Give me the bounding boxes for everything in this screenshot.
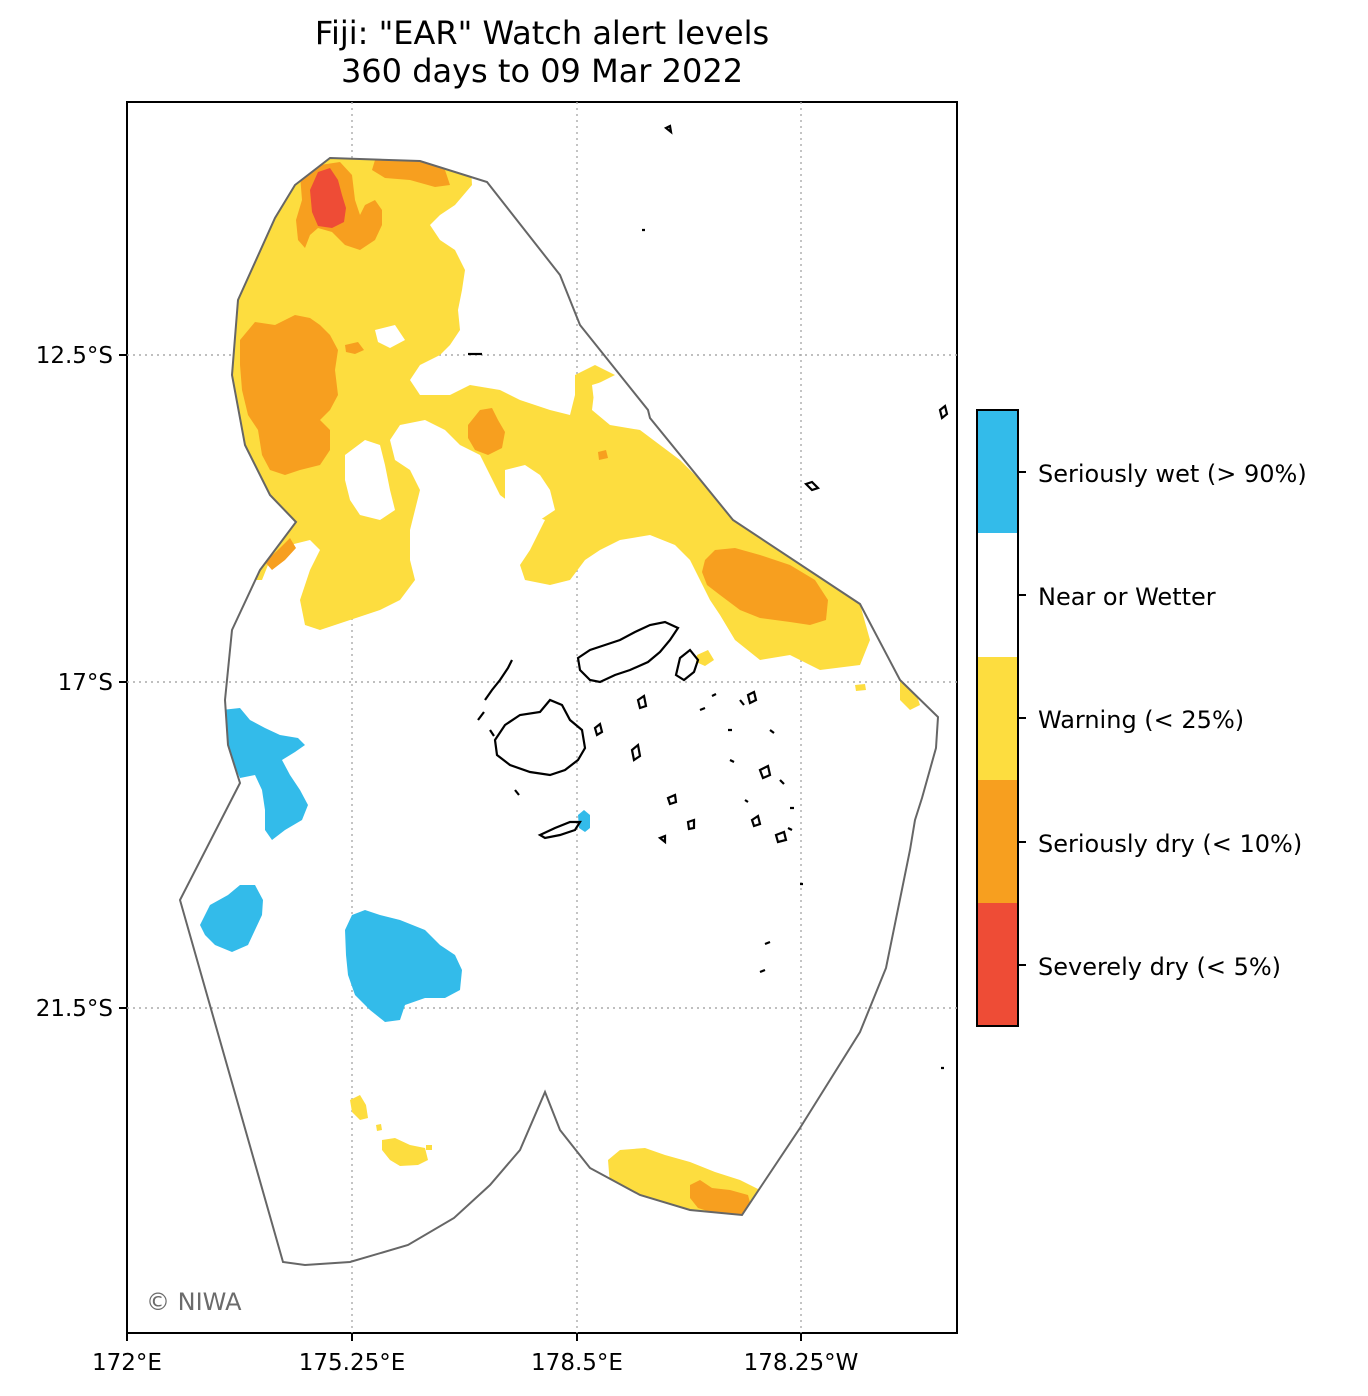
island-ceva-1 [764, 940, 771, 946]
island-ovalau [593, 722, 604, 737]
island-koro [636, 694, 648, 710]
legend-swatch-seriously-dry [977, 780, 1018, 903]
niwa-credit: © NIWA [146, 1288, 242, 1316]
x-tick-label-172e: 172°E [92, 1350, 162, 1376]
y-tick-label-21-5s: 21.5°S [36, 996, 113, 1022]
island-lau-1 [746, 690, 758, 705]
seriously-dry-region-spot [598, 450, 608, 460]
alert-level-fields [200, 158, 920, 1230]
y-tick-label-12-5s: 12.5°S [36, 343, 113, 369]
near-normal-hole-2 [505, 465, 555, 520]
island-viti-levu [493, 698, 587, 777]
warning-region-south-2 [382, 1138, 428, 1166]
island-lau-2 [758, 764, 772, 780]
island-taveuni [674, 648, 700, 682]
island-north-1 [803, 480, 821, 492]
warning-region-south-4 [426, 1145, 432, 1150]
island-kadavu [537, 820, 582, 840]
legend-label-severely-dry: Severely dry (< 5%) [1038, 953, 1281, 981]
seriously-dry-region-west-edge [265, 538, 296, 570]
warning-spot-central [696, 650, 714, 666]
seriously-wet-region-south [345, 910, 462, 1022]
seriously-dry-region-west [240, 315, 338, 475]
warning-spot-east-small [855, 684, 866, 691]
y-tick-label-17s: 17°S [58, 670, 113, 696]
legend-label-seriously-dry: Seriously dry (< 10%) [1038, 830, 1302, 858]
near-normal-hole-1 [345, 440, 395, 520]
tick-marks [119, 354, 802, 1341]
legend-label-seriously-wet: Seriously wet (> 90%) [1038, 460, 1307, 488]
seriously-wet-spot-fiji [578, 810, 590, 832]
legend-swatch-seriously-wet [977, 410, 1018, 533]
island-coastlines [468, 124, 949, 1070]
seriously-dry-region-west-small [345, 342, 364, 354]
legend-swatch-severely-dry [977, 903, 1018, 1026]
island-gau [630, 742, 642, 762]
x-tick-label-178-5e: 178.5°E [531, 1350, 623, 1376]
island-east-1 [642, 228, 944, 1070]
island-ceva-2 [759, 968, 766, 974]
island-lau-3 [666, 793, 678, 806]
island-north-3 [663, 124, 673, 135]
island-lau-6 [686, 818, 696, 831]
warning-region-south-1 [350, 1095, 368, 1120]
warning-spot-east [900, 680, 920, 710]
seriously-dry-region-southeast [690, 1180, 752, 1220]
seriously-wet-region-southwest [200, 885, 263, 952]
island-south-1 [657, 834, 667, 845]
legend-swatch-warning [977, 657, 1018, 780]
seriously-wet-region-west [222, 708, 308, 840]
near-normal-hole-5 [592, 378, 650, 430]
severely-dry-region [310, 168, 346, 228]
eez-boundary [178, 156, 940, 1267]
island-south-2 [514, 789, 520, 796]
legend-colorbar: Seriously wet (> 90%) Near or Wetter War… [976, 409, 1307, 1027]
island-lau-4 [750, 814, 762, 828]
map-title: Fiji: "EAR" Watch alert levels 360 days … [127, 14, 957, 90]
x-tick-label-178-25w: 178.25°W [744, 1350, 859, 1376]
seriously-dry-region-north-top [372, 160, 450, 187]
island-yasawa-chain [477, 659, 513, 737]
island-lau-5 [774, 830, 788, 844]
map-title-line-2: 360 days to 09 Mar 2022 [340, 52, 744, 90]
map-title-line-1: Fiji: "EAR" Watch alert levels [314, 14, 770, 52]
warning-region-south-3 [376, 1124, 382, 1131]
island-rotuma-area [938, 404, 949, 420]
near-normal-hole-4 [470, 180, 520, 240]
warning-region-north [200, 158, 870, 670]
seriously-dry-region-northeast [702, 548, 828, 625]
legend-label-near-or-wetter: Near or Wetter [1038, 583, 1216, 611]
island-vanua-levu [576, 620, 680, 684]
x-tick-label-175-25e: 175.25°E [299, 1350, 406, 1376]
seriously-dry-region-central [468, 408, 505, 455]
legend-label-warning: Warning (< 25%) [1038, 706, 1244, 734]
near-normal-hole-3 [375, 325, 405, 348]
legend-swatch-near-or-wetter [977, 533, 1018, 657]
